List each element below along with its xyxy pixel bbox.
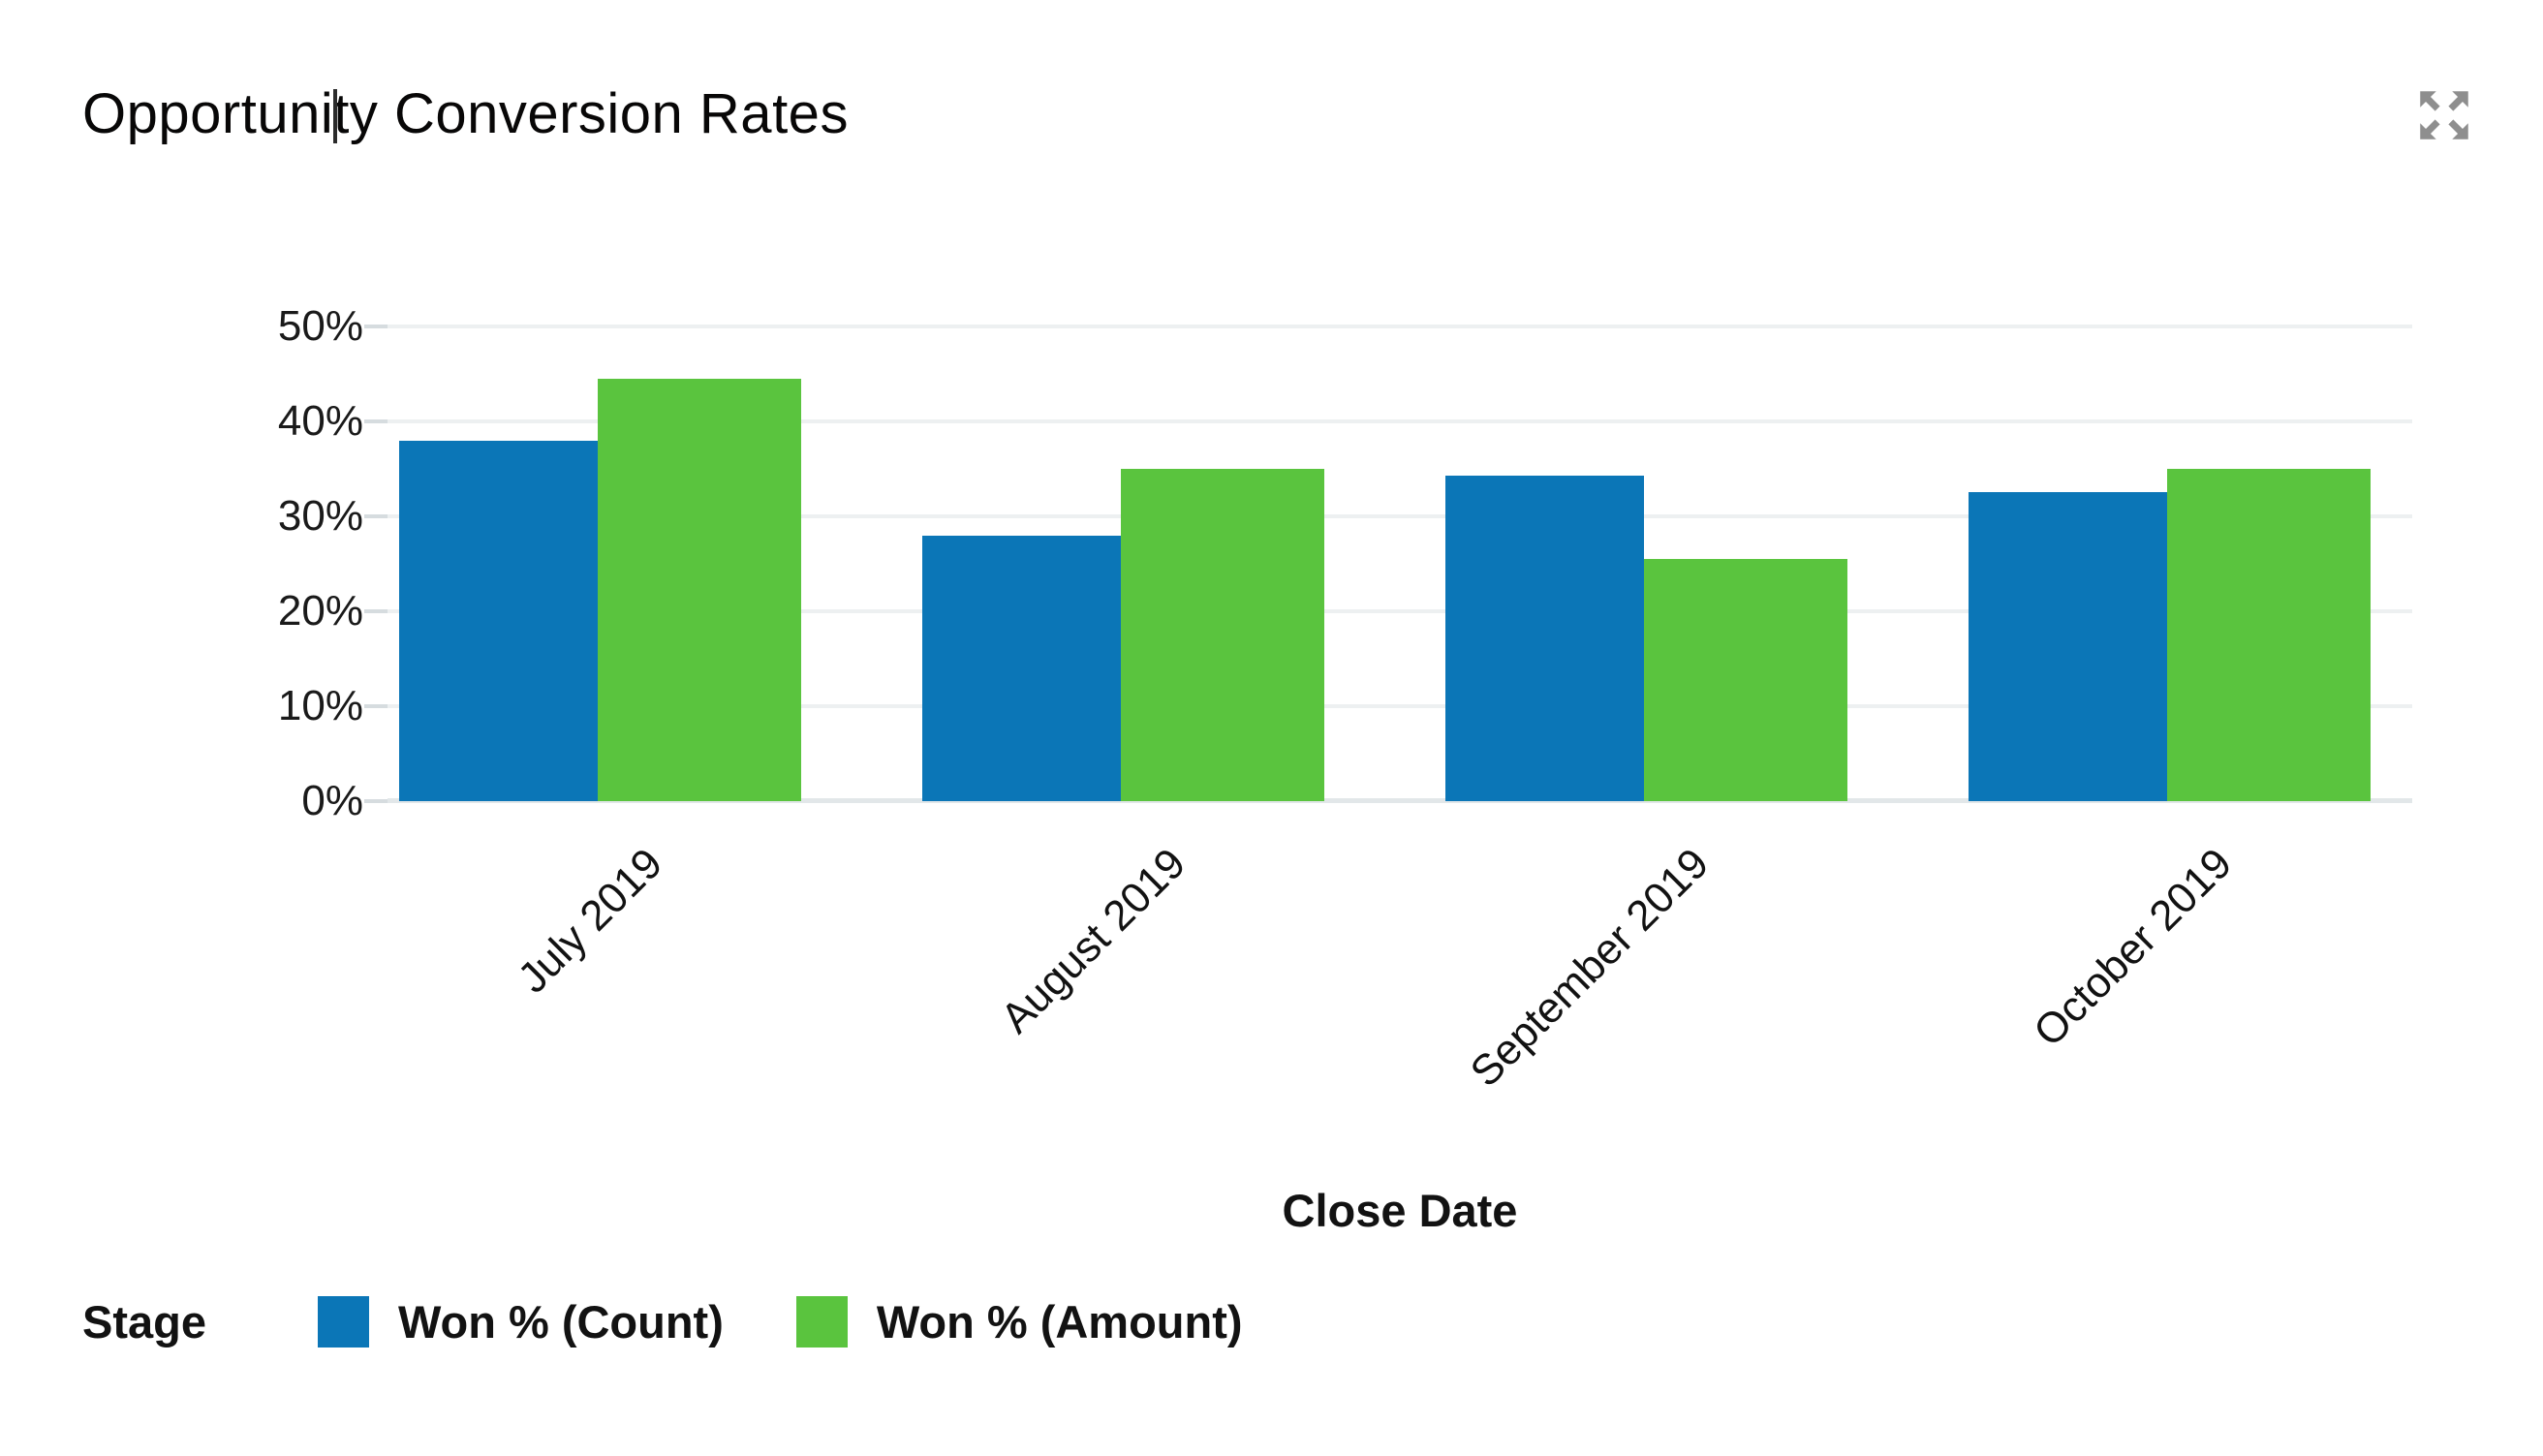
bar-won-amount-september-2019[interactable] [1644, 559, 1847, 801]
gridline-30% [388, 514, 2412, 518]
legend-label-won-amount: Won % (Amount) [876, 1295, 1243, 1348]
bar-won-count-october-2019[interactable] [1969, 491, 2167, 801]
y-tick-label-40%: 40% [277, 397, 363, 445]
legend-swatch-won-count [318, 1295, 369, 1348]
legend-items: Won % (Count) Won % (Amount) [318, 1295, 1316, 1348]
y-tick-50% [364, 325, 388, 328]
y-tick-label-0%: 0% [301, 777, 363, 824]
gridline-50% [388, 325, 2412, 328]
expand-chart-button[interactable] [2412, 83, 2476, 147]
y-tick-30% [364, 514, 388, 518]
expand-arrows-icon [2412, 83, 2476, 147]
x-axis-title: Close Date [1282, 1185, 1518, 1236]
bar-won-amount-october-2019[interactable] [2167, 469, 2371, 801]
bar-won-count-september-2019[interactable] [1445, 475, 1644, 801]
y-tick-label-10%: 10% [277, 682, 363, 729]
x-axis-line [388, 798, 2412, 803]
y-tick-10% [364, 704, 388, 708]
bar-won-amount-august-2019[interactable] [1121, 469, 1324, 801]
y-tick-label-20%: 20% [277, 587, 363, 635]
legend-label-won-count: Won % (Count) [398, 1295, 724, 1348]
bar-won-amount-july-2019[interactable] [598, 378, 801, 801]
chart-legend: Stage Won % (Count) Won % (Amount) [82, 1290, 1316, 1352]
gridline-40% [388, 419, 2412, 423]
y-tick-40% [364, 419, 388, 423]
gridline-10% [388, 704, 2412, 708]
text-cursor-ibeam [333, 89, 337, 143]
y-tick-20% [364, 609, 388, 613]
legend-item-won-count[interactable]: Won % (Count) [318, 1295, 796, 1348]
y-tick-label-50%: 50% [277, 302, 363, 350]
legend-swatch-won-amount [795, 1295, 848, 1348]
bar-won-count-august-2019[interactable] [922, 535, 1121, 801]
plot-area: 0% 10% 20% 30% 40% 50% [278, 305, 2412, 822]
legend-item-won-amount[interactable]: Won % (Amount) [795, 1295, 1316, 1348]
chart-title: Opportunity Conversion Rates [82, 82, 849, 145]
y-tick-label-30%: 30% [277, 492, 363, 540]
bar-won-count-july-2019[interactable] [399, 440, 598, 801]
gridline-20% [388, 609, 2412, 613]
legend-title: Stage [82, 1295, 206, 1348]
y-tick-0% [364, 799, 388, 803]
